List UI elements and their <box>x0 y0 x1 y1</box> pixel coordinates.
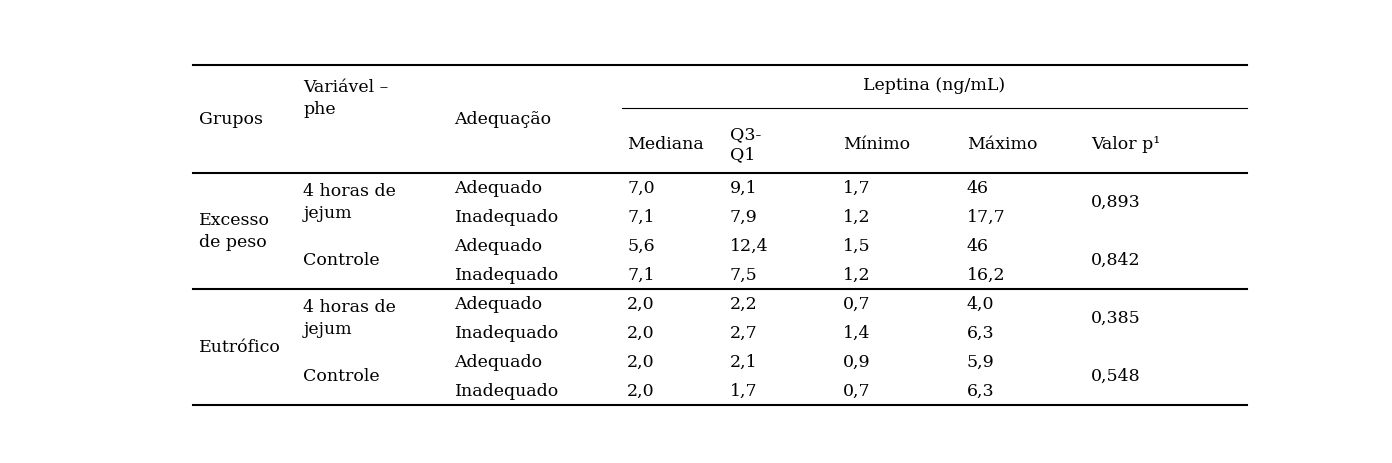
Text: 5,6: 5,6 <box>626 237 654 254</box>
Text: Inadequado: Inadequado <box>454 324 558 341</box>
Text: 6,3: 6,3 <box>967 324 994 341</box>
Text: 4 horas de
jejum: 4 horas de jejum <box>303 299 397 338</box>
Text: 2,0: 2,0 <box>626 353 654 370</box>
Text: Adequado: Adequado <box>454 353 543 370</box>
Text: Inadequado: Inadequado <box>454 208 558 225</box>
Text: 0,7: 0,7 <box>844 382 870 399</box>
Text: 5,9: 5,9 <box>967 353 995 370</box>
Text: 1,2: 1,2 <box>844 208 870 225</box>
Text: Mediana: Mediana <box>626 136 704 153</box>
Text: 0,842: 0,842 <box>1091 251 1140 269</box>
Text: 1,7: 1,7 <box>729 382 757 399</box>
Text: Adequado: Adequado <box>454 237 543 254</box>
Text: 0,7: 0,7 <box>844 295 870 312</box>
Text: 0,9: 0,9 <box>844 353 870 370</box>
Text: 16,2: 16,2 <box>967 266 1005 283</box>
Text: 46: 46 <box>967 237 988 254</box>
Text: 9,1: 9,1 <box>729 179 757 196</box>
Text: Adequado: Adequado <box>454 179 543 196</box>
Text: 2,0: 2,0 <box>626 324 654 341</box>
Text: Inadequado: Inadequado <box>454 266 558 283</box>
Text: 1,7: 1,7 <box>844 179 870 196</box>
Text: 46: 46 <box>967 179 988 196</box>
Text: 0,548: 0,548 <box>1091 368 1140 384</box>
Text: Adequado: Adequado <box>454 295 543 312</box>
Text: 7,5: 7,5 <box>729 266 757 283</box>
Text: 1,2: 1,2 <box>844 266 870 283</box>
Text: 7,9: 7,9 <box>729 208 757 225</box>
Text: 2,0: 2,0 <box>626 295 654 312</box>
Text: Variável –
phe: Variável – phe <box>303 79 388 118</box>
Text: Controle: Controle <box>303 251 380 269</box>
Text: Máximo: Máximo <box>967 136 1037 153</box>
Text: Inadequado: Inadequado <box>454 382 558 399</box>
Text: 4,0: 4,0 <box>967 295 994 312</box>
Text: 12,4: 12,4 <box>729 237 768 254</box>
Text: 2,1: 2,1 <box>729 353 757 370</box>
Text: Controle: Controle <box>303 368 380 384</box>
Text: 0,893: 0,893 <box>1091 194 1140 211</box>
Text: 2,0: 2,0 <box>626 382 654 399</box>
Text: 2,2: 2,2 <box>729 295 757 312</box>
Text: 0,385: 0,385 <box>1091 310 1140 326</box>
Text: 7,1: 7,1 <box>626 208 654 225</box>
Text: 6,3: 6,3 <box>967 382 994 399</box>
Text: 1,5: 1,5 <box>844 237 870 254</box>
Text: Adequação: Adequação <box>454 111 551 128</box>
Text: 7,1: 7,1 <box>626 266 654 283</box>
Text: Leptina (ng/mL): Leptina (ng/mL) <box>863 77 1005 94</box>
Text: Mínimo: Mínimo <box>844 136 910 153</box>
Text: 1,4: 1,4 <box>844 324 870 341</box>
Text: Grupos: Grupos <box>199 111 263 128</box>
Text: Q3-
Q1: Q3- Q1 <box>729 126 761 163</box>
Text: Valor p¹: Valor p¹ <box>1091 136 1160 153</box>
Text: Eutrófico: Eutrófico <box>199 338 281 356</box>
Text: 7,0: 7,0 <box>626 179 654 196</box>
Text: 2,7: 2,7 <box>729 324 757 341</box>
Text: Excesso
de peso: Excesso de peso <box>199 212 270 250</box>
Text: 17,7: 17,7 <box>967 208 1005 225</box>
Text: 4 horas de
jejum: 4 horas de jejum <box>303 182 397 222</box>
